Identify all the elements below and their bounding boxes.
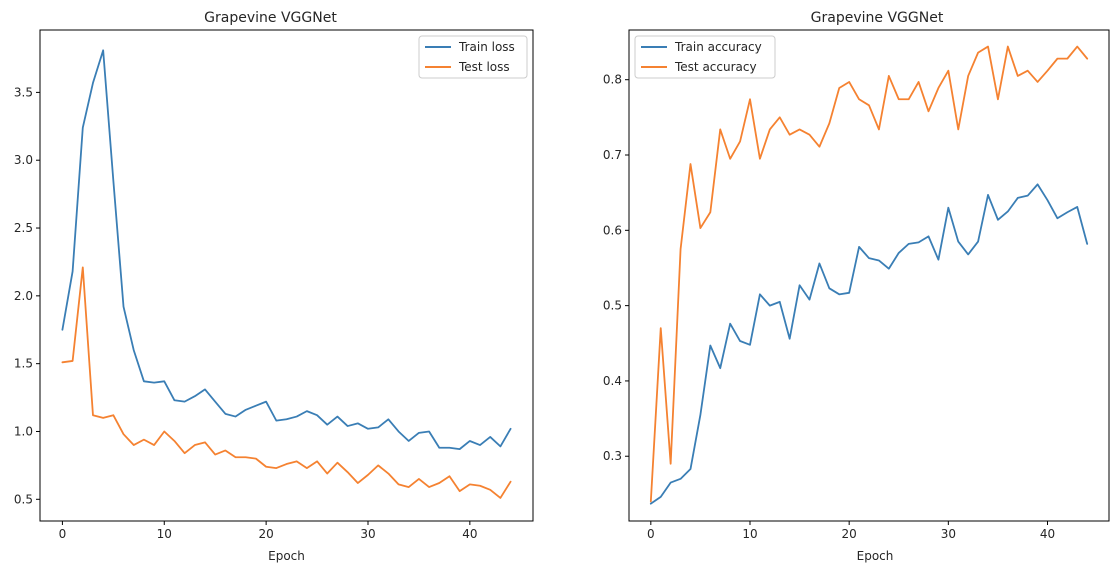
series-line-train-loss [61,49,512,451]
loss-ytick-label: 3.5 [14,85,33,99]
loss-chart-xlabel: Epoch [268,549,305,563]
series-line-test-loss [61,266,512,499]
accuracy-xtick-label: 20 [842,527,857,541]
accuracy-legend-frame [634,35,776,79]
loss-ytick-label: 2.5 [14,221,33,235]
loss-ytick-label: 0.5 [14,492,33,506]
accuracy-legend: Train accuracy Test accuracy [634,35,776,79]
loss-ytick-label: 1.0 [14,424,33,438]
series-line-train-accuracy [649,183,1089,505]
accuracy-chart-ticks: 0 10 20 30 40 0.3 0.4 0.5 0.6 0.7 0.8 [603,73,1055,541]
accuracy-chart: Grapevine VGGNet 0 10 20 30 40 0.3 0.4 0.5 0.6 0.… [603,10,1110,563]
legend-label-test-loss: Test loss [458,60,510,74]
accuracy-ytick-label: 0.6 [603,223,622,237]
loss-chart-ticks: 0 10 20 30 40 0.5 1.0 1.5 2.0 2.5 3.0 3.5 [14,85,478,541]
loss-xtick-label: 10 [157,527,172,541]
loss-ytick-label: 2.0 [14,289,33,303]
accuracy-chart-xlabel: Epoch [857,549,894,563]
loss-legend: Train loss Test loss [418,35,528,79]
accuracy-plot-frame [628,29,1110,522]
legend-label-train-accuracy: Train accuracy [674,40,762,54]
accuracy-ytick-label: 0.8 [603,73,622,87]
accuracy-xtick-label: 30 [941,527,956,541]
accuracy-xtick-label: 0 [647,527,655,541]
series-line-test-accuracy [649,45,1089,503]
accuracy-ytick-label: 0.7 [603,148,622,162]
loss-ytick-label: 3.0 [14,153,33,167]
loss-chart-title: Grapevine VGGNet [204,10,337,26]
loss-xtick-label: 20 [258,527,273,541]
accuracy-chart-title: Grapevine VGGNet [811,10,944,26]
accuracy-ytick-label: 0.4 [603,374,622,388]
accuracy-xtick-label: 10 [742,527,757,541]
accuracy-xtick-label: 40 [1040,527,1055,541]
loss-chart: Grapevine VGGNet 0 10 20 30 40 0.5 1.0 1.5 2.0 2.… [14,10,534,563]
loss-chart-lines [61,49,512,499]
loss-ytick-label: 1.5 [14,357,33,371]
loss-xtick-label: 40 [462,527,477,541]
loss-plot-frame [39,29,534,522]
accuracy-chart-lines [649,45,1089,505]
loss-xtick-label: 0 [59,527,67,541]
accuracy-ytick-label: 0.3 [603,449,622,463]
legend-label-test-accuracy: Test accuracy [674,60,757,74]
legend-label-train-loss: Train loss [458,40,515,54]
accuracy-ytick-label: 0.5 [603,299,622,313]
loss-xtick-label: 30 [360,527,375,541]
